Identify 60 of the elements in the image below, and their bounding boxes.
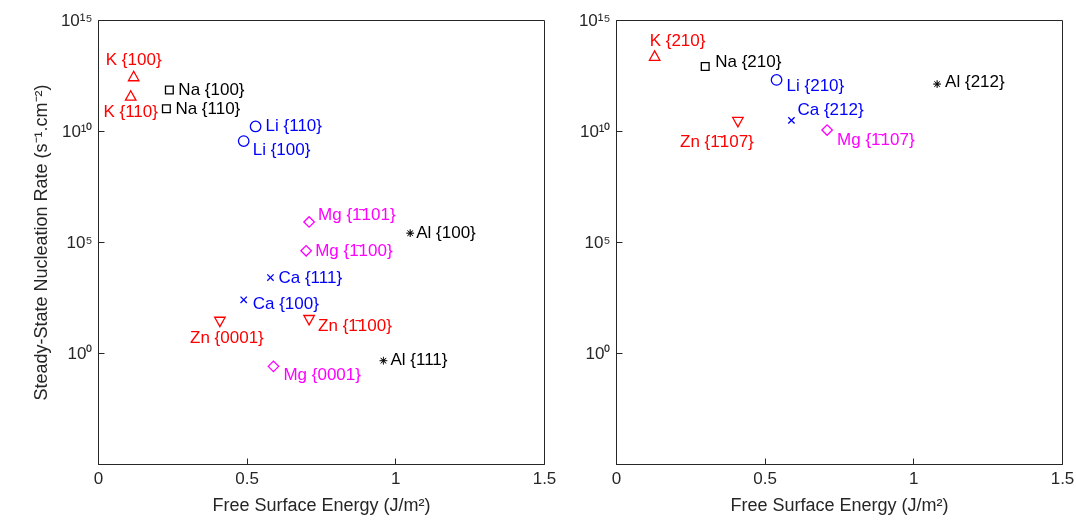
point <box>303 216 315 228</box>
x-axis-title: Free Surface Energy (J/m²) <box>730 494 949 515</box>
annotation: Al {111} <box>390 349 448 369</box>
y-tick-label: 10¹⁰ <box>579 121 611 141</box>
y-tick-label: 10⁵ <box>66 232 93 252</box>
annotation: Mg {1̄101} <box>318 204 396 224</box>
annotation: Ca {111} <box>278 267 343 287</box>
annotation: Zn {0001} <box>190 327 265 347</box>
point <box>821 124 833 136</box>
point <box>164 85 174 95</box>
x-tick-label: 1 <box>391 468 401 488</box>
y-tick-label: 10¹⁵ <box>60 10 93 30</box>
point <box>648 50 661 61</box>
point <box>237 135 250 148</box>
point <box>267 360 280 373</box>
annotation: Na {100} <box>178 80 245 100</box>
annotation: Zn {1̄100} <box>318 316 393 336</box>
y-tick-label: 10⁵ <box>584 232 611 252</box>
x-tick-label: 0 <box>611 468 622 488</box>
y-tick-label: 10⁰ <box>585 343 611 363</box>
annotation: Li {110} <box>265 116 323 136</box>
point <box>379 356 388 365</box>
annotation: Mg {0001} <box>283 365 362 385</box>
x-tick-label: 1 <box>909 468 919 488</box>
annotation: Li {210} <box>786 75 845 95</box>
point <box>770 74 783 86</box>
point <box>127 70 140 82</box>
point <box>161 104 171 114</box>
point <box>700 62 710 72</box>
annotation: Li {100} <box>252 140 311 160</box>
point <box>406 228 415 238</box>
y-tick-label: 10¹⁵ <box>578 10 611 30</box>
annotation: Mg {1̄107} <box>837 130 915 150</box>
y-axis-title: Steady-State Nucleation Rate (s⁻¹.cm⁻²) <box>30 84 51 401</box>
y-tick-label: 10¹⁰ <box>61 121 93 141</box>
annotation: Mg {1̄100} <box>315 240 393 260</box>
annotation: Ca {212} <box>797 100 864 120</box>
point <box>732 116 744 128</box>
point <box>300 244 313 257</box>
point <box>214 316 226 328</box>
x-tick-label: 0 <box>93 468 104 488</box>
point <box>932 79 942 89</box>
x-tick-label: 1.5 <box>1050 468 1075 488</box>
annotation: K {100} <box>105 50 162 70</box>
x-tick-label: 0.5 <box>753 468 777 488</box>
annotation: K {110} <box>103 102 159 122</box>
x-tick-label: 0.5 <box>235 468 259 488</box>
annotation: Zn {1̄107} <box>680 132 755 152</box>
annotation: Na {110} <box>175 98 241 118</box>
annotation: Ca {100} <box>252 293 320 313</box>
y-tick-label: 10⁰ <box>67 343 93 363</box>
point <box>249 120 262 133</box>
annotation: Al {100} <box>416 223 477 243</box>
annotation: Al {212} <box>945 72 1005 92</box>
x-axis-title: Free Surface Energy (J/m²) <box>212 494 431 515</box>
annotation: K {210} <box>649 30 706 50</box>
annotation: Na {210} <box>715 51 782 71</box>
x-tick-label: 1.5 <box>532 468 557 488</box>
point <box>124 90 137 101</box>
point <box>303 314 315 326</box>
